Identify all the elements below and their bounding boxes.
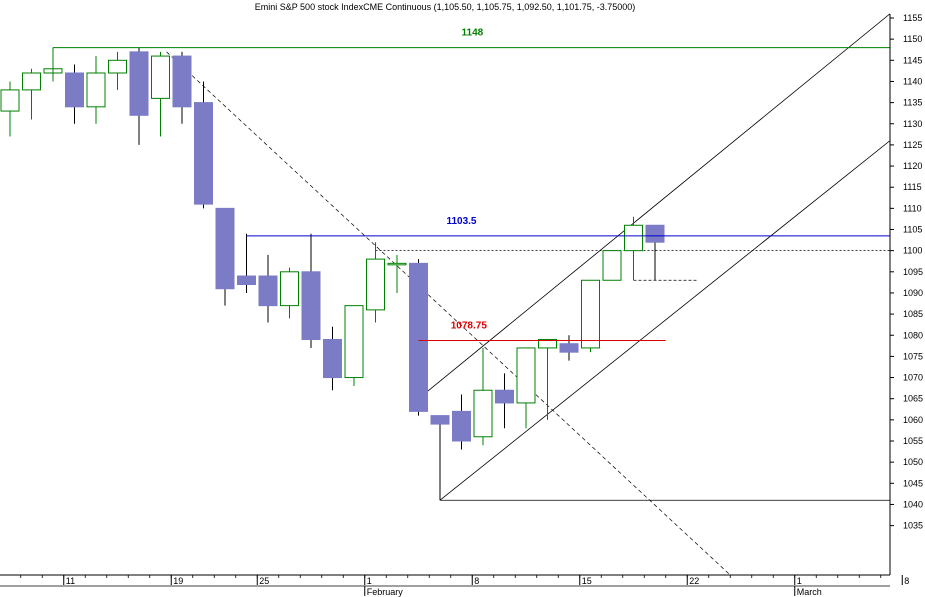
candle-body (473, 389, 493, 438)
level-lines: 1148 1103.5 1078.75 (52, 28, 890, 342)
candle-body (602, 250, 622, 281)
y-tick-label: 1135 (903, 98, 922, 108)
level-label-0: 1148 (462, 28, 484, 39)
lower-channel-line (439, 140, 891, 501)
y-tick-label: 1080 (903, 330, 923, 340)
candle-body (108, 59, 127, 74)
y-tick-label: 1060 (903, 415, 923, 425)
y-tick-label: 1075 (903, 351, 923, 361)
x-tick-label: 15 (582, 576, 592, 586)
candle-body (624, 224, 643, 252)
y-tick-label: 1085 (903, 309, 923, 319)
y-tick-label: 1155 (903, 13, 922, 23)
candle-body (280, 271, 299, 307)
month-label: February (367, 587, 404, 597)
y-tick-label: 1105 (903, 225, 922, 235)
y-tick-label: 1050 (903, 457, 923, 467)
candle-body (301, 271, 321, 340)
candle-body (495, 389, 514, 404)
candle-body (86, 72, 106, 108)
candle-body (366, 258, 385, 311)
y-tick-label: 1100 (903, 246, 922, 256)
month-label: March (797, 587, 822, 597)
candle-body (65, 72, 84, 108)
y-tick-label: 1145 (903, 55, 922, 65)
candle-body (151, 55, 170, 99)
y-tick-label: 1125 (903, 140, 922, 150)
candle-body (258, 275, 278, 307)
candle-body (323, 338, 342, 379)
y-tick-label: 1090 (903, 288, 923, 298)
y-tick-label: 1065 (903, 394, 923, 404)
y-tick-label: 1130 (903, 119, 922, 129)
candles (0, 47, 665, 501)
candle-body (452, 410, 471, 442)
x-tick-label: 11 (66, 576, 75, 586)
candle-body (581, 279, 600, 349)
x-tick-label: 19 (173, 576, 183, 586)
candle-body (215, 207, 235, 290)
y-tick-label: 1120 (903, 161, 922, 171)
y-tick-label: 1140 (903, 76, 922, 86)
candle-body (344, 305, 364, 379)
level-label-2: 1078.75 (451, 321, 488, 332)
y-tick-label: 1045 (903, 478, 923, 488)
y-tick-label: 1035 (903, 521, 923, 531)
x-tick-label: 1 (797, 576, 802, 586)
x-tick-label: 22 (689, 576, 699, 586)
candle-body (0, 89, 20, 112)
y-tick-label: 1070 (903, 373, 923, 383)
y-tick-label: 1115 (903, 182, 922, 192)
candle-body (22, 72, 41, 91)
candle-body (538, 338, 557, 349)
upper-channel-line (418, 13, 891, 400)
y-tick-label: 1150 (903, 34, 922, 44)
candle-body (430, 415, 450, 425)
candle-body (194, 102, 213, 205)
candle-body (516, 347, 536, 404)
candle-body (645, 224, 665, 243)
x-tick-label: 1 (367, 576, 372, 586)
y-tick-label: 1040 (903, 499, 923, 509)
y-tick-label: 1055 (903, 436, 923, 446)
x-tick-label: 25 (259, 576, 269, 586)
y-tick-label: 1110 (903, 203, 922, 213)
level-label-1: 1103.5 (446, 216, 476, 227)
candle-body (129, 51, 149, 116)
candle-body (237, 275, 256, 285)
chart-title: Emini S&P 500 stock IndexCME Continuous … (255, 2, 636, 12)
candle-body (559, 343, 579, 353)
axes: 1035 1040 1045 1050 1055 1060 1065 1070 1075 1080… (0, 13, 923, 597)
candle-body (409, 262, 428, 412)
candle-body (387, 262, 407, 266)
x-tick-label: 8 (904, 576, 909, 586)
x-tick-label: 8 (474, 576, 479, 586)
downtrend-dashed-line (166, 51, 731, 576)
y-tick-label: 1095 (903, 267, 923, 277)
candle-body (172, 55, 192, 108)
